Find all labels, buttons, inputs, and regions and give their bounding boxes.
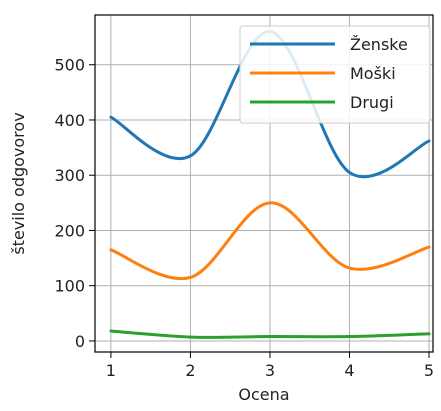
y-tick-label: 100 <box>54 277 85 296</box>
x-axis-label: Ocena <box>238 385 289 404</box>
legend-label-3: Drugi <box>350 93 394 112</box>
y-tick-label: 0 <box>75 332 85 351</box>
y-axis-label: število odgovorov <box>9 112 28 254</box>
y-tick-label: 200 <box>54 221 85 240</box>
x-tick-label: 5 <box>424 361 434 380</box>
legend-label-1: Ženske <box>350 35 408 54</box>
y-tick-label: 500 <box>54 56 85 75</box>
x-tick-label: 1 <box>106 361 116 380</box>
x-tick-label: 4 <box>344 361 354 380</box>
series-line-2 <box>109 201 431 281</box>
series-line-3 <box>109 329 431 339</box>
y-tick-label: 300 <box>54 166 85 185</box>
x-tick-label: 3 <box>265 361 275 380</box>
ticks: 1 2 3 4 5 0 100 200 300 400 500 <box>54 56 434 380</box>
plot-frame <box>94 14 434 353</box>
legend: Ženske Moški Drugi <box>239 25 431 124</box>
x-tick-label: 2 <box>185 361 195 380</box>
legend-label-2: Moški <box>350 64 396 83</box>
y-tick-label: 400 <box>54 111 85 130</box>
